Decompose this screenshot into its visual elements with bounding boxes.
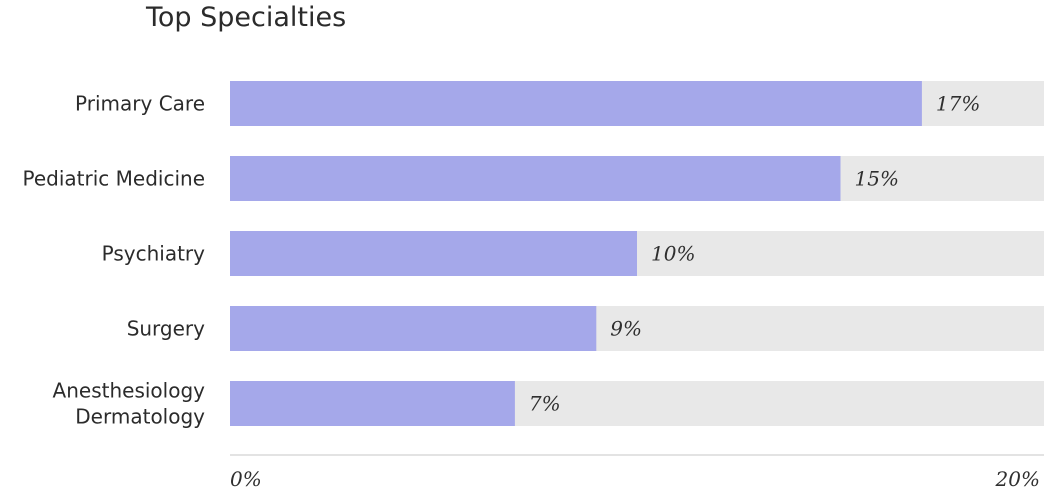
bar-value-label: 10%: [651, 242, 695, 266]
category-label: Surgery: [127, 317, 205, 341]
bar-value-label: 15%: [855, 167, 899, 191]
x-tick-label: 0%: [230, 467, 262, 489]
bar-value-label: 9%: [610, 317, 642, 341]
category-label: Psychiatry: [102, 242, 206, 266]
bar: [230, 156, 841, 201]
x-tick-label: 20%: [995, 467, 1040, 489]
chart-title: Top Specialties: [146, 2, 347, 33]
bar: [230, 81, 922, 126]
bar-value-label: 7%: [529, 392, 561, 416]
category-label: Anesthesiology: [53, 379, 206, 403]
bar-value-label: 17%: [936, 92, 980, 116]
category-label: Pediatric Medicine: [23, 167, 205, 191]
category-label: Primary Care: [75, 92, 205, 116]
bar: [230, 306, 597, 351]
bar: [230, 231, 637, 276]
category-label: Dermatology: [75, 405, 205, 429]
bar: [230, 381, 515, 426]
